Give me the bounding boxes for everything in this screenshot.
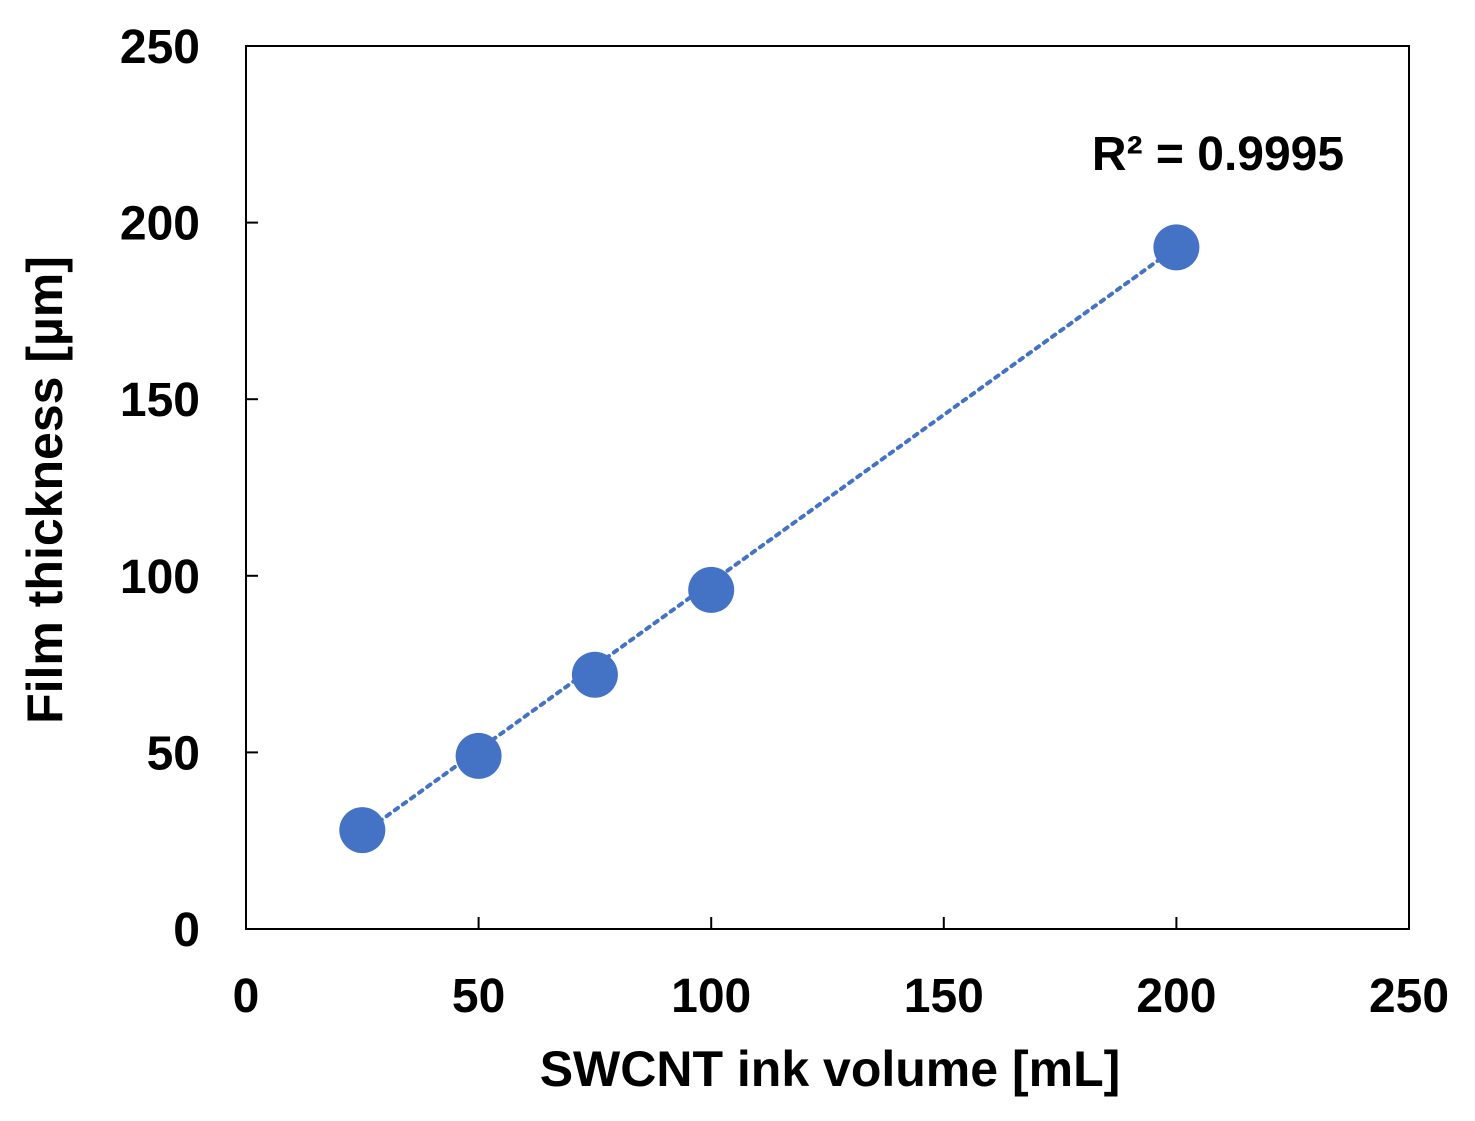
data-points [339,224,1200,854]
y-axis-ticks [246,45,258,930]
data-point [455,732,502,779]
r-squared-annotation: R² = 0.9995 [1092,128,1344,181]
x-tick-label: 200 [1136,970,1216,1023]
x-axis-ticks [245,917,1410,929]
data-point [688,566,735,613]
x-tick-label: 150 [904,970,984,1023]
x-tick-label: 50 [452,970,505,1023]
plot-area-frame [245,45,1410,930]
y-tick-label: 150 [120,374,200,427]
y-tick-label: 0 [173,904,200,957]
data-point [1153,224,1200,271]
x-tick-label: 250 [1369,970,1449,1023]
y-tick-label: 100 [120,551,200,604]
x-axis-tick-labels: 0 50 100 150 200 250 [233,970,1449,1023]
data-point [571,651,618,698]
data-point [339,807,386,854]
y-axis-title: Film thickness [µm] [17,256,73,724]
x-tick-label: 0 [233,970,260,1023]
y-tick-label: 200 [120,198,200,251]
x-tick-label: 100 [671,970,751,1023]
y-axis-tick-labels: 0 50 100 150 200 250 [120,21,200,957]
y-tick-label: 250 [120,21,200,74]
y-tick-label: 50 [147,727,200,780]
x-axis-title: SWCNT ink volume [mL] [540,1041,1121,1097]
trendline [360,245,1179,836]
